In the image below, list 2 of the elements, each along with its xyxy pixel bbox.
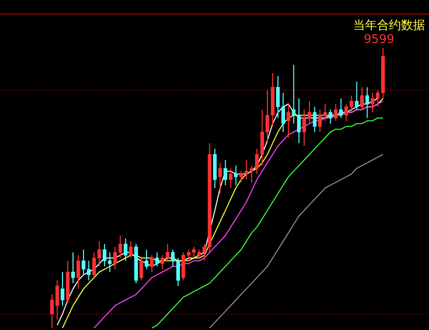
annotation: 9599 [364, 32, 394, 46]
annotation: 当年合约数据 [353, 18, 425, 32]
